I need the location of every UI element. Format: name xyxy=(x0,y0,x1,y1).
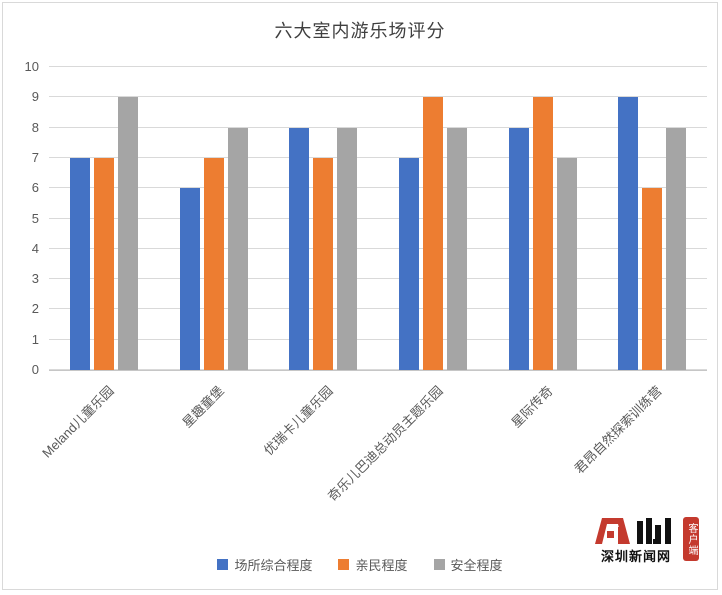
legend-swatch xyxy=(217,559,229,570)
y-axis: 0 1 2 3 4 5 6 7 8 9 10 xyxy=(3,59,43,377)
bar-group xyxy=(597,67,707,370)
legend-item: 亲民程度 xyxy=(338,555,408,574)
gridline xyxy=(49,156,707,158)
legend-item: 场所综合程度 xyxy=(217,555,312,574)
y-tick-label: 3 xyxy=(31,271,39,287)
legend-swatch xyxy=(338,559,350,570)
bar-group xyxy=(378,67,488,370)
y-tick-label: 4 xyxy=(31,240,39,256)
gridline xyxy=(49,66,707,67)
x-axis: Meland儿童乐园 星趣童堡 优瑞卡儿童乐园 奇乐儿巴迪总动员主题乐园 星际传奇 君昂自… xyxy=(39,375,707,540)
bar-group xyxy=(268,67,378,370)
bar-group xyxy=(49,67,159,370)
legend-label: 安全程度 xyxy=(450,558,503,573)
bar xyxy=(556,157,577,370)
chart-title: 六大室内游乐场评分 xyxy=(274,21,446,41)
y-tick-label: 1 xyxy=(31,331,39,347)
legend-label: 亲民程度 xyxy=(355,558,408,573)
bar xyxy=(313,157,334,370)
y-tick-label: 0 xyxy=(31,362,39,377)
bar xyxy=(227,127,248,370)
bar xyxy=(289,127,310,370)
bar xyxy=(446,127,467,370)
logo-wordmark: 深圳新闻网 xyxy=(600,549,671,564)
gridline xyxy=(49,308,707,310)
y-tick-label: 6 xyxy=(31,180,39,196)
gridline xyxy=(49,338,707,340)
bar xyxy=(179,188,200,370)
legend-swatch xyxy=(433,559,445,570)
gridline xyxy=(49,217,707,219)
sznews-logo: 深圳新闻网 客户端 xyxy=(593,517,699,565)
gridline xyxy=(49,96,707,98)
bar-group xyxy=(488,67,598,370)
y-tick-label: 8 xyxy=(31,119,39,135)
x-category-label: Meland儿童乐园 xyxy=(39,383,117,461)
legend-item: 安全程度 xyxy=(433,555,503,574)
bar xyxy=(203,157,224,370)
bar xyxy=(337,127,358,370)
legend-label: 场所综合程度 xyxy=(234,558,313,573)
bar xyxy=(398,157,419,370)
x-category-label: 星趣童堡 xyxy=(178,383,227,431)
bar xyxy=(93,157,114,370)
logo-client-badge: 客户端 xyxy=(683,517,699,561)
legend: 场所综合程度 亲民程度 安全程度 xyxy=(3,555,717,574)
x-category-label: 奇乐儿巴迪总动员主题乐园 xyxy=(324,383,446,505)
bar xyxy=(508,127,529,370)
y-tick-label: 10 xyxy=(24,59,39,74)
bar xyxy=(666,127,687,370)
sznews-logo-mark xyxy=(595,518,671,544)
gridline xyxy=(49,247,707,249)
gridline xyxy=(49,126,707,128)
bar xyxy=(642,188,663,370)
x-category-label: 优瑞卡儿童乐园 xyxy=(260,383,336,459)
bar xyxy=(69,157,90,370)
y-tick-label: 7 xyxy=(31,149,39,165)
bar xyxy=(618,97,639,370)
bars-layer xyxy=(49,67,707,370)
y-tick-label: 2 xyxy=(31,301,39,317)
gridline xyxy=(49,278,707,280)
y-tick-label: 9 xyxy=(31,89,39,105)
bar xyxy=(422,97,443,370)
bar xyxy=(117,97,138,370)
plot-area xyxy=(49,66,707,371)
x-category-label: 君昂自然探索训练营 xyxy=(571,383,665,477)
bar xyxy=(532,97,553,370)
bar-group xyxy=(159,67,269,370)
logo-main: 深圳新闻网 xyxy=(593,517,679,565)
gridline xyxy=(49,187,707,189)
y-tick-label: 5 xyxy=(31,210,39,226)
x-category-label: 星际传奇 xyxy=(507,383,556,431)
gridline xyxy=(49,369,707,370)
